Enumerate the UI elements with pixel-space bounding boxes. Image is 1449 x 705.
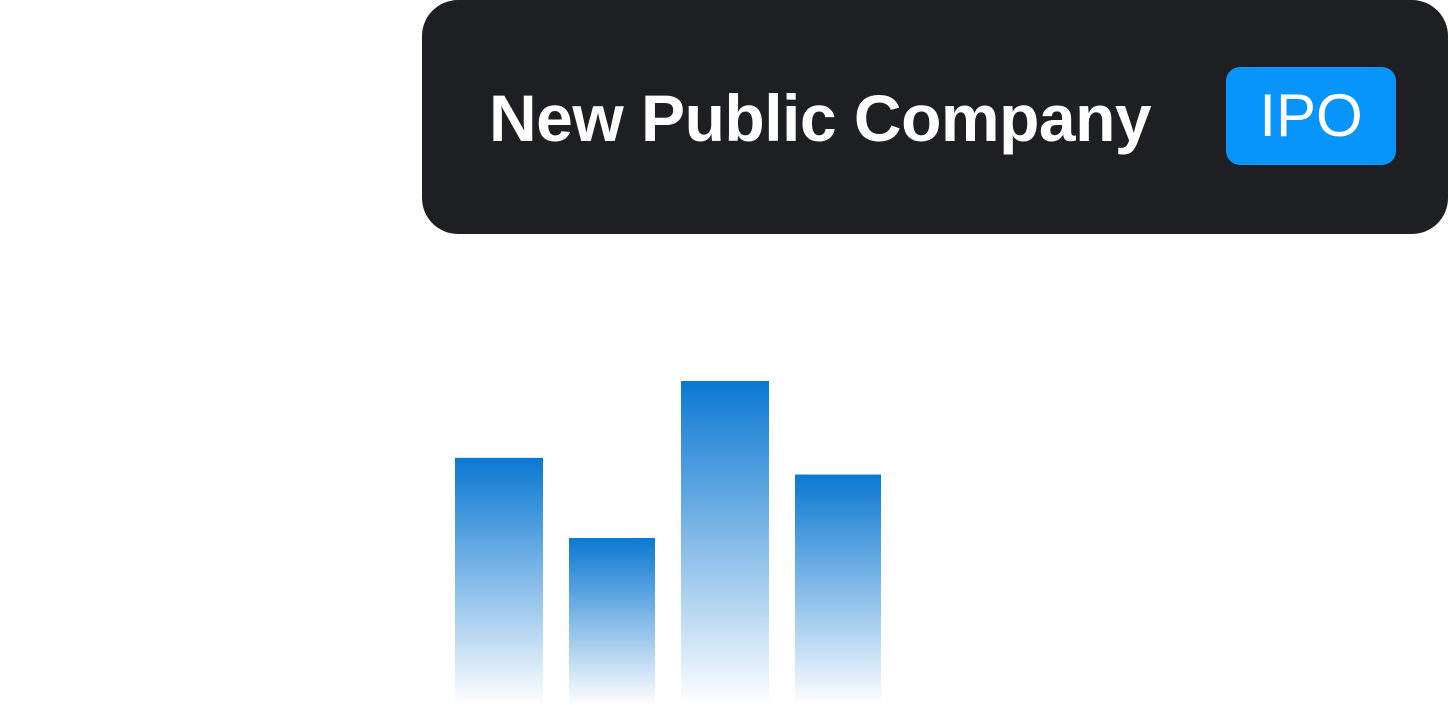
chart-bar-2 (569, 538, 655, 705)
ipo-header-card: New Public Company IPO (422, 0, 1448, 234)
ipo-badge: IPO (1226, 67, 1396, 165)
chart-bar-3 (681, 381, 769, 705)
chart-bars (455, 381, 881, 705)
chart-bar-1 (455, 457, 543, 705)
company-title: New Public Company (489, 81, 1152, 155)
chart-bar-4 (795, 474, 881, 705)
